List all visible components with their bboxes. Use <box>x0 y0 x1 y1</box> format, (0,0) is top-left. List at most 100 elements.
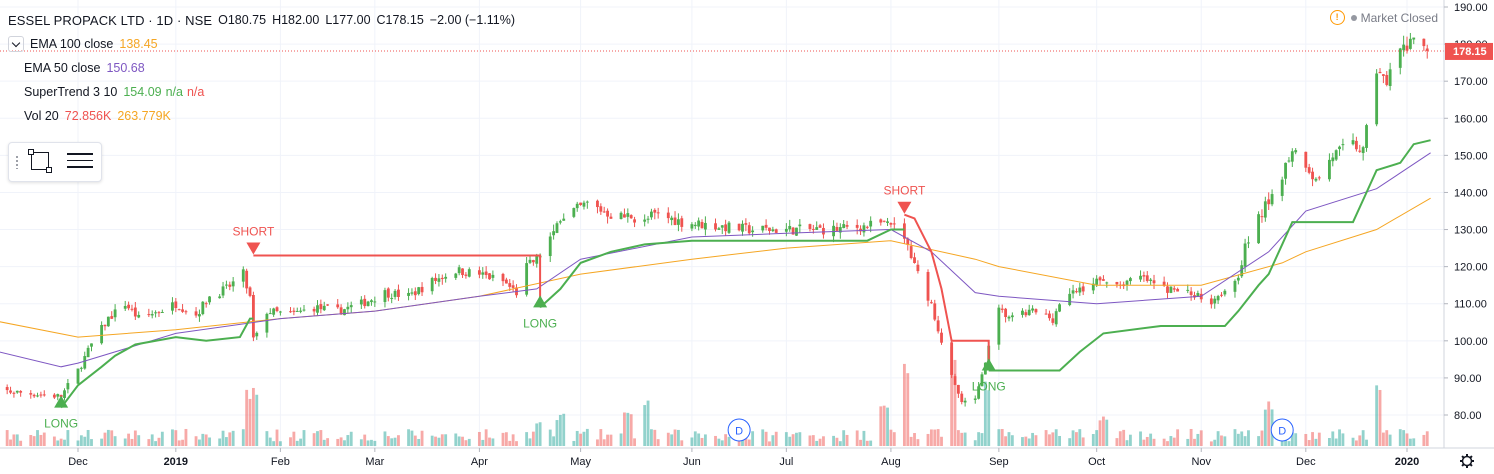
candle-body <box>137 314 141 318</box>
candle-body <box>386 288 390 298</box>
drag-handle-icon[interactable] <box>15 155 19 169</box>
indicator-volume[interactable]: Vol 20 72.856K 263.779K <box>8 104 521 128</box>
candle-body <box>1351 140 1355 145</box>
volume-bar <box>596 439 599 446</box>
warning-icon[interactable]: ! <box>1329 10 1345 25</box>
candle-body <box>727 222 731 233</box>
candle-body <box>822 227 825 235</box>
volume-bar <box>582 431 586 446</box>
object-tree-icon[interactable] <box>67 153 93 171</box>
volume-bar <box>747 439 751 446</box>
time-tick-label: Dec <box>1296 456 1316 468</box>
volume-bar <box>650 429 653 446</box>
candle-body <box>1314 178 1318 181</box>
volume-bar <box>1365 439 1368 446</box>
price-axis <box>1444 0 1494 474</box>
candle-body <box>879 219 883 223</box>
dividend-marker-label: D <box>735 426 743 438</box>
settings-gear-icon[interactable] <box>1460 454 1474 468</box>
candle-body <box>1044 313 1048 315</box>
volume-bar <box>181 439 184 446</box>
volume-bar <box>771 435 775 446</box>
dividend-marker <box>1270 418 1294 442</box>
volume-bar <box>690 437 694 446</box>
candle-body <box>511 285 515 288</box>
candle-body <box>434 277 437 281</box>
candle-body <box>501 273 505 282</box>
price-tick-label: 150.00 <box>1454 150 1488 162</box>
candle-body <box>582 202 586 207</box>
volume-bar <box>484 429 488 446</box>
volume-bar <box>106 429 110 446</box>
candle-body <box>390 297 394 299</box>
price-tick-label: 110.00 <box>1454 299 1487 311</box>
indicator-ema100[interactable]: EMA 100 close 138.45 <box>8 32 521 56</box>
candle-body <box>1081 286 1085 292</box>
volume-bar <box>832 435 835 446</box>
symbol-title[interactable]: ESSEL PROPACK LTD · 1D · NSE <box>8 12 213 28</box>
candle-body <box>764 224 768 228</box>
volume-bar <box>1162 438 1166 446</box>
volume-bar <box>933 429 937 446</box>
volume-bar <box>100 438 104 446</box>
time-tick-label: May <box>570 456 591 468</box>
volume-bar <box>366 440 370 446</box>
candle-body <box>633 219 636 223</box>
time-tick-label: 2020 <box>1395 456 1419 468</box>
candle-body <box>477 270 481 275</box>
volume-bar <box>343 440 346 446</box>
volume-bar <box>1122 429 1126 446</box>
volume-bar <box>218 438 222 446</box>
volume-bar <box>879 406 883 446</box>
candle-body <box>278 311 282 313</box>
volume-bar <box>548 429 552 446</box>
volume-bar <box>795 432 798 446</box>
candle-body <box>508 283 512 287</box>
volume-bar <box>646 400 650 446</box>
rectangle-tool-icon[interactable] <box>28 149 52 173</box>
candle-body <box>1176 288 1180 292</box>
indicator-value: n/a <box>165 85 183 99</box>
candle-body <box>1115 281 1119 285</box>
volume-bar <box>926 433 930 446</box>
candle-body <box>528 259 532 263</box>
collapse-chevron-icon[interactable] <box>8 36 24 52</box>
volume-bar <box>528 438 532 446</box>
candle-body <box>1078 287 1082 293</box>
candle-body <box>865 226 869 228</box>
volume-bar <box>312 433 316 446</box>
close-value: C178.15 <box>376 13 424 27</box>
volume-bar <box>1412 438 1416 446</box>
candle-body <box>32 394 36 397</box>
volume-bar <box>275 429 279 446</box>
candle-body <box>680 218 684 227</box>
candle-body <box>1145 275 1149 281</box>
candle-body <box>1267 199 1271 205</box>
candle-body <box>838 227 842 233</box>
volume-bar <box>1220 435 1223 446</box>
indicator-value: 150.68 <box>106 61 145 75</box>
supertrend-line <box>253 254 542 308</box>
volume-bar <box>953 359 957 446</box>
volume-bar <box>1247 430 1250 446</box>
volume-bar <box>653 429 657 446</box>
volume-bar <box>619 433 623 446</box>
long-signal-arrow <box>981 358 996 371</box>
volume-bar <box>289 437 292 446</box>
volume-bar <box>477 431 481 446</box>
volume-bar <box>929 429 933 446</box>
volume-bar <box>1314 438 1318 446</box>
candle-body <box>973 398 977 400</box>
volume-bar <box>859 439 862 446</box>
volume-bar <box>761 429 765 446</box>
volume-bar <box>842 430 846 446</box>
indicator-supertrend[interactable]: SuperTrend 3 10 154.09 n/a n/a <box>8 80 521 104</box>
candle-body <box>997 307 1001 345</box>
volume-bar <box>1311 432 1314 446</box>
volume-bar <box>1294 433 1298 446</box>
candle-body <box>299 310 303 312</box>
candle-body <box>1307 167 1311 173</box>
indicator-ema50[interactable]: EMA 50 close 150.68 <box>8 56 521 80</box>
candle-body <box>670 217 674 221</box>
